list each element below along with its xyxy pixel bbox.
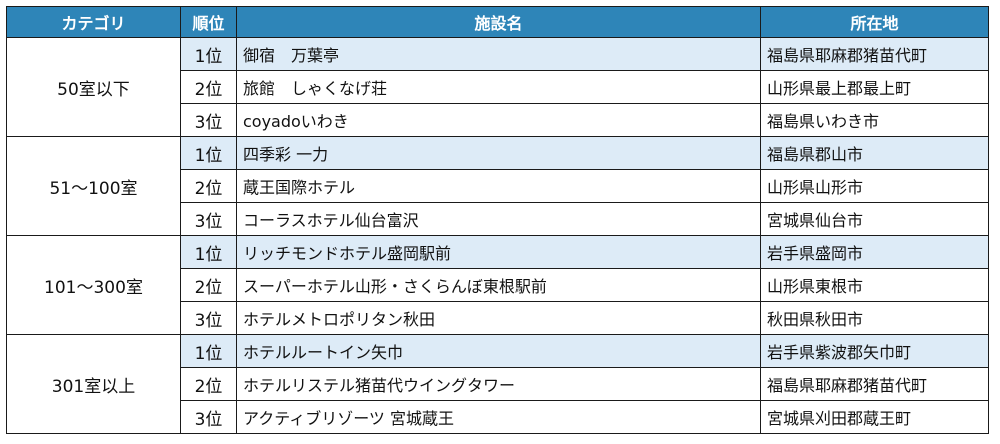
table-row: 3位 アクティブリゾーツ 宮城蔵王 宮城県刈田郡蔵王町 — [7, 400, 989, 434]
facility-cell: 御宿 万葉亭 — [236, 37, 761, 71]
rank-cell: 2位 — [180, 70, 237, 104]
header-rank: 順位 — [180, 6, 237, 38]
location-cell: 山形県最上郡最上町 — [760, 70, 989, 104]
location-cell: 岩手県紫波郡矢巾町 — [760, 334, 989, 368]
facility-cell: コーラスホテル仙台富沢 — [236, 202, 761, 236]
rank-cell: 2位 — [180, 169, 237, 203]
table-row: 3位 コーラスホテル仙台富沢 宮城県仙台市 — [7, 202, 989, 236]
location-cell: 秋田県秋田市 — [760, 301, 989, 335]
facility-cell: coyadoいわき — [236, 103, 761, 137]
facility-cell: 四季彩 一力 — [236, 136, 761, 170]
rank-cell: 1位 — [180, 235, 237, 269]
table-row: 101～300室 1位 リッチモンドホテル盛岡駅前 岩手県盛岡市 — [6, 235, 989, 335]
table-row: 3位 coyadoいわき 福島県いわき市 — [7, 103, 989, 137]
facility-cell: ホテルリステル猪苗代ウイングタワー — [236, 367, 761, 401]
table-row: 2位 スーパーホテル山形・さくらんぼ東根駅前 山形県東根市 — [7, 268, 989, 302]
rank-cell: 3位 — [180, 202, 237, 236]
category-cell: 101～300室 — [6, 235, 181, 335]
table-row: 2位 ホテルリステル猪苗代ウイングタワー 福島県耶麻郡猪苗代町 — [7, 367, 989, 401]
rank-cell: 3位 — [180, 103, 237, 137]
facility-cell: スーパーホテル山形・さくらんぼ東根駅前 — [236, 268, 761, 302]
location-cell: 宮城県仙台市 — [760, 202, 989, 236]
table-row: 2位 蔵王国際ホテル 山形県山形市 — [7, 169, 989, 203]
location-cell: 岩手県盛岡市 — [760, 235, 989, 269]
table-row: 50室以下 1位 御宿 万葉亭 福島県耶麻郡猪苗代町 — [6, 37, 989, 137]
location-cell: 福島県いわき市 — [760, 103, 989, 137]
table-row: 51～100室 1位 四季彩 一力 福島県郡山市 — [6, 136, 989, 236]
facility-cell: アクティブリゾーツ 宮城蔵王 — [236, 400, 761, 434]
facility-cell: リッチモンドホテル盛岡駅前 — [236, 235, 761, 269]
facility-cell: ホテルメトロポリタン秋田 — [236, 301, 761, 335]
rank-cell: 1位 — [180, 334, 237, 368]
category-cell: 301室以上 — [6, 334, 181, 434]
ranking-table-container: カテゴリ 順位 施設名 所在地 50室以下 1位 御宿 万葉亭 福島県耶麻郡猪苗… — [6, 6, 989, 434]
rank-cell: 2位 — [180, 268, 237, 302]
facility-cell: 旅館 しゃくなげ荘 — [236, 70, 761, 104]
location-cell: 福島県耶麻郡猪苗代町 — [760, 367, 989, 401]
location-cell: 山形県東根市 — [760, 268, 989, 302]
category-cell: 50室以下 — [6, 37, 181, 137]
facility-cell: ホテルルートイン矢巾 — [236, 334, 761, 368]
header-category: カテゴリ — [6, 6, 181, 38]
location-cell: 福島県耶麻郡猪苗代町 — [760, 37, 989, 71]
location-cell: 山形県山形市 — [760, 169, 989, 203]
table-row: 301室以上 1位 ホテルルートイン矢巾 岩手県紫波郡矢巾町 — [6, 334, 989, 434]
header-row: カテゴリ 順位 施設名 所在地 — [6, 6, 989, 38]
location-cell: 福島県郡山市 — [760, 136, 989, 170]
header-facility: 施設名 — [236, 6, 761, 38]
rank-cell: 3位 — [180, 400, 237, 434]
rank-cell: 2位 — [180, 367, 237, 401]
category-cell: 51～100室 — [6, 136, 181, 236]
facility-cell: 蔵王国際ホテル — [236, 169, 761, 203]
rank-cell: 1位 — [180, 136, 237, 170]
ranking-table: カテゴリ 順位 施設名 所在地 50室以下 1位 御宿 万葉亭 福島県耶麻郡猪苗… — [6, 6, 989, 434]
rank-cell: 1位 — [180, 37, 237, 71]
rank-cell: 3位 — [180, 301, 237, 335]
location-cell: 宮城県刈田郡蔵王町 — [760, 400, 989, 434]
header-location: 所在地 — [760, 6, 989, 38]
table-row: 2位 旅館 しゃくなげ荘 山形県最上郡最上町 — [7, 70, 989, 104]
